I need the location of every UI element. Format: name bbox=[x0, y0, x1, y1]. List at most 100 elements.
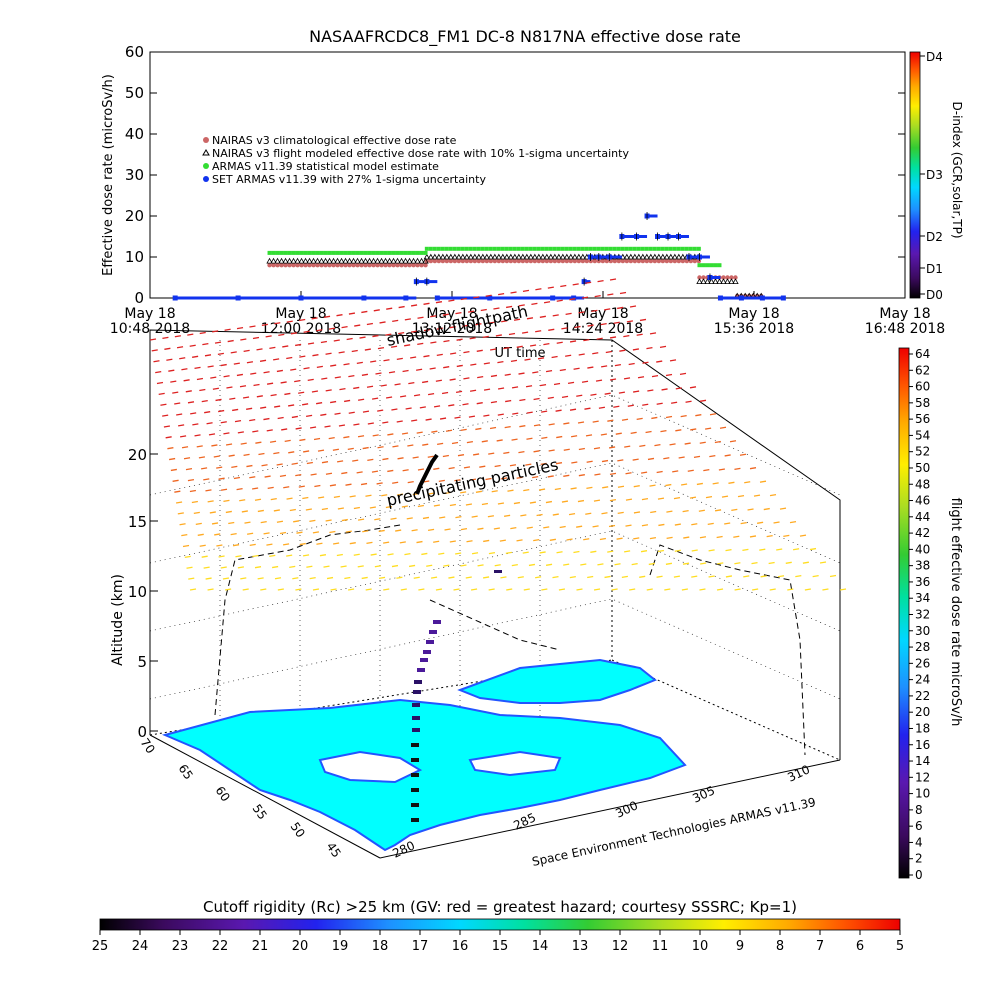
dose-cell bbox=[475, 490, 483, 493]
statistical-marker bbox=[588, 246, 593, 251]
d-index-ticks: D0 D1 D2 D3 D4 bbox=[920, 50, 943, 302]
dose-cell bbox=[288, 451, 295, 454]
dose-cell bbox=[207, 500, 214, 503]
dose-cell bbox=[463, 466, 471, 469]
dose-cell bbox=[675, 429, 682, 432]
dose-cell bbox=[385, 396, 393, 399]
dose-cell bbox=[195, 522, 202, 526]
dose-cell bbox=[309, 519, 316, 523]
model-marker bbox=[571, 253, 579, 260]
dose-cell bbox=[560, 284, 567, 288]
dose-cell bbox=[549, 538, 556, 541]
model-marker bbox=[471, 253, 479, 260]
statistical-marker bbox=[327, 250, 332, 255]
climatology-marker bbox=[347, 263, 352, 268]
dose-cell bbox=[286, 320, 293, 323]
dose-cell bbox=[280, 381, 287, 384]
statistical-marker bbox=[379, 250, 384, 255]
dose-cell bbox=[545, 563, 553, 566]
dose-cell bbox=[277, 588, 284, 591]
dose-cell bbox=[641, 497, 649, 501]
dose-cell bbox=[649, 536, 657, 540]
cutoff-tick-label: 19 bbox=[332, 939, 349, 954]
dose-colorbar-tick-label: 62 bbox=[915, 363, 930, 377]
climatology-marker bbox=[279, 263, 284, 268]
dose-cell bbox=[348, 411, 355, 414]
cutoff-tick-label: 15 bbox=[492, 939, 509, 954]
dose-cell bbox=[526, 317, 534, 320]
dose-cell bbox=[163, 425, 171, 428]
dose-cell bbox=[259, 359, 267, 362]
dose-cell bbox=[298, 485, 305, 488]
dose-cell bbox=[321, 507, 328, 511]
dose-cell bbox=[454, 479, 461, 482]
dose-cell bbox=[651, 374, 659, 378]
model-marker bbox=[278, 257, 285, 264]
dose-cell bbox=[353, 386, 360, 390]
dose-cell bbox=[661, 388, 668, 391]
dose-cell bbox=[402, 469, 409, 472]
dose-cell bbox=[521, 331, 529, 334]
dose-cell bbox=[435, 379, 442, 382]
flight-point bbox=[411, 758, 419, 762]
statistical-marker bbox=[696, 246, 701, 251]
dose-cell bbox=[218, 409, 225, 413]
statistical-marker bbox=[520, 246, 525, 251]
dose-cell bbox=[574, 325, 581, 329]
dose-cell bbox=[436, 327, 443, 330]
dose-cell bbox=[263, 371, 270, 374]
dose-cell bbox=[581, 380, 589, 383]
dose-cell bbox=[734, 562, 741, 565]
dose-cell bbox=[473, 296, 480, 299]
dose-cell bbox=[361, 373, 369, 376]
dose-cell bbox=[383, 588, 390, 591]
climatology-marker bbox=[355, 263, 360, 268]
climatology-marker bbox=[572, 258, 578, 264]
dose-cell bbox=[539, 383, 547, 387]
dose-cell bbox=[299, 318, 306, 322]
statistical-marker bbox=[423, 250, 428, 255]
dose-cell bbox=[278, 333, 285, 336]
statistical-marker bbox=[672, 246, 677, 251]
dose-cell bbox=[247, 532, 254, 535]
dose-cell bbox=[576, 394, 583, 397]
dose-cell bbox=[481, 502, 489, 506]
dose-cell bbox=[231, 465, 238, 468]
dose-cell bbox=[351, 349, 358, 353]
dose-cell bbox=[448, 404, 455, 407]
model-marker bbox=[675, 253, 683, 260]
dose-cell bbox=[656, 575, 663, 578]
statistical-marker bbox=[701, 263, 706, 268]
dose-cell bbox=[444, 491, 451, 495]
dose-cell bbox=[274, 405, 281, 408]
climatology-marker bbox=[327, 263, 332, 268]
dose-cell bbox=[395, 529, 402, 532]
dose-cell bbox=[543, 526, 550, 529]
dose-cell bbox=[708, 575, 715, 578]
dose-cell bbox=[448, 299, 455, 302]
dose-cell bbox=[472, 453, 480, 456]
dose-cell bbox=[593, 588, 601, 591]
model-marker bbox=[495, 253, 503, 260]
dose-cell bbox=[200, 467, 208, 470]
dose-colorbar-tick-label: 24 bbox=[915, 673, 930, 687]
dose-colorbar-tick-label: 40 bbox=[915, 542, 930, 556]
dose-cell bbox=[513, 318, 521, 321]
dose-cell bbox=[613, 321, 620, 324]
x-tick-label-time: 14:24 2018 bbox=[563, 321, 643, 337]
dose-cell bbox=[354, 324, 361, 327]
dose-cell bbox=[283, 486, 290, 489]
dose-cell bbox=[477, 527, 484, 530]
model-marker bbox=[696, 278, 703, 284]
dose-cell bbox=[417, 342, 424, 346]
statistical-marker bbox=[496, 246, 501, 251]
d-index-tick-label: D3 bbox=[926, 168, 943, 182]
dose-cell bbox=[203, 478, 210, 481]
statistical-marker bbox=[387, 250, 392, 255]
dose-cell bbox=[309, 576, 316, 580]
dose-cell bbox=[361, 310, 368, 314]
dose-cell bbox=[254, 498, 262, 501]
dose-cell bbox=[337, 507, 344, 510]
dose-cell bbox=[433, 405, 441, 408]
dose-cell bbox=[819, 561, 827, 564]
